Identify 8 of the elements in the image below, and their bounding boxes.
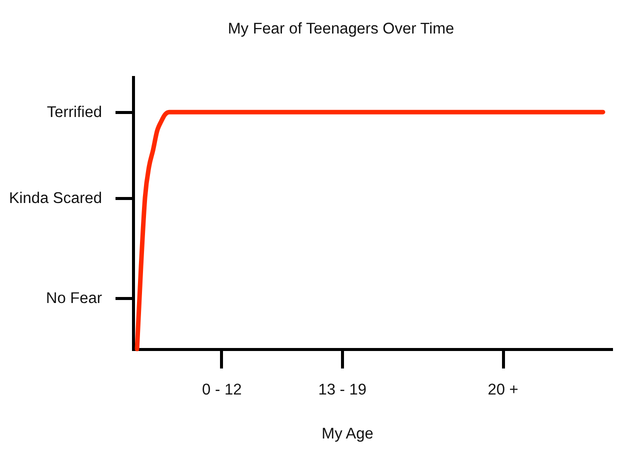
chart-title: My Fear of Teenagers Over Time bbox=[228, 20, 454, 38]
x-tick-label: 0 - 12 bbox=[202, 382, 242, 398]
x-tick-label: 20 + bbox=[488, 382, 518, 398]
x-axis-title: My Age bbox=[322, 426, 374, 442]
text: No Fear bbox=[46, 290, 102, 307]
text: Terrified bbox=[46, 104, 102, 121]
x-tick-label: 13 - 19 bbox=[318, 382, 367, 398]
text: Kinda Scared bbox=[8, 190, 102, 207]
